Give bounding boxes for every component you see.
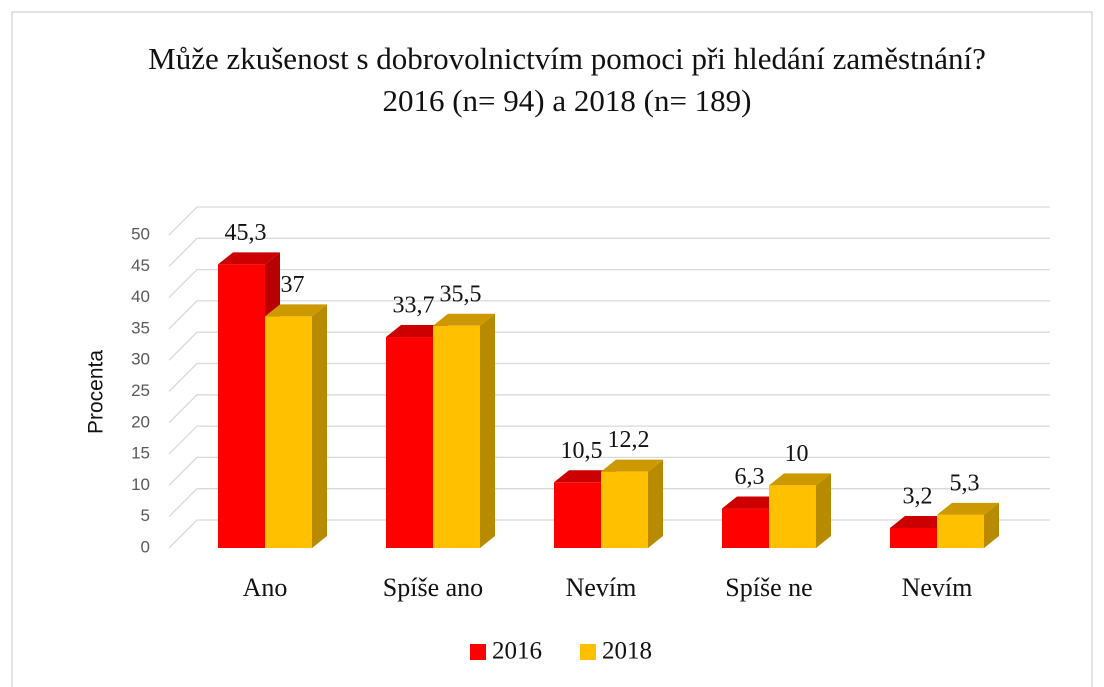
- grid-line: [168, 237, 1050, 267]
- chart-subtitle: 2016 (n= 94) a 2018 (n= 189): [382, 83, 752, 118]
- bar-top: [722, 496, 784, 509]
- y-tick-label: 5: [141, 506, 150, 525]
- y-tick-label: 45: [131, 256, 150, 275]
- bar: [722, 508, 769, 548]
- x-tick-label: Ano: [243, 573, 288, 602]
- y-tick-label: 10: [131, 475, 150, 494]
- bar-top: [386, 325, 448, 338]
- chart-title: Může zkušenost s dobrovolnictvím pomoci …: [148, 41, 986, 76]
- data-label: 35,5: [440, 281, 482, 307]
- chart-title-block: Může zkušenost s dobrovolnictvím pomoci …: [137, 38, 997, 122]
- bar-side: [312, 304, 327, 548]
- bar-side: [816, 473, 831, 548]
- grid-line: [168, 268, 1050, 299]
- frame: [11, 11, 1093, 687]
- y-tick-label: 30: [131, 350, 150, 369]
- y-tick-label: 20: [131, 412, 150, 431]
- legend-swatch: [470, 644, 486, 660]
- grid-line: [168, 331, 1050, 361]
- bar: [265, 316, 312, 548]
- x-tick-label: Spíše ne: [725, 573, 812, 602]
- data-label: 6,3: [735, 464, 765, 490]
- bar: [890, 527, 937, 548]
- bar-side: [984, 502, 999, 548]
- bar-side: [648, 459, 663, 548]
- x-tick-label: Nevím: [902, 573, 973, 602]
- data-label: 12,2: [608, 427, 650, 453]
- y-tick-label: 50: [131, 224, 150, 243]
- grid-line: [168, 300, 1050, 330]
- bar: [769, 485, 816, 548]
- data-label: 37: [281, 272, 305, 298]
- y-tick-label: 25: [131, 381, 150, 400]
- grid-line: [168, 456, 1050, 486]
- data-label: 33,7: [393, 293, 435, 319]
- bar-top: [265, 304, 327, 317]
- bar-top: [218, 252, 280, 265]
- bar-top: [433, 313, 495, 326]
- bar-top: [769, 473, 831, 486]
- bar: [386, 337, 433, 548]
- grid-line: [168, 362, 1050, 392]
- bar: [433, 325, 480, 548]
- data-label: 10,5: [561, 438, 603, 464]
- bar-top: [601, 459, 663, 472]
- bar: [937, 514, 984, 548]
- grid-line: [168, 394, 1050, 424]
- y-tick-label: 35: [131, 318, 150, 337]
- bar: [554, 482, 601, 548]
- x-tick-label: Spíše ano: [383, 573, 483, 602]
- y-axis-label: Procenta: [85, 350, 108, 434]
- data-label: 45,3: [225, 220, 267, 246]
- data-label: 5,3: [950, 470, 980, 496]
- bar: [601, 471, 648, 548]
- data-label: 10: [785, 441, 809, 467]
- legend-swatch: [580, 644, 596, 660]
- bar-top: [937, 502, 999, 515]
- bar: [218, 264, 265, 548]
- grid-line: [168, 488, 1050, 518]
- bar-top: [554, 470, 616, 483]
- data-label: 3,2: [903, 483, 933, 509]
- bar-top: [890, 515, 952, 528]
- grid-line: [168, 206, 1050, 236]
- grid-line: [168, 425, 1050, 455]
- legend-label: 2016: [492, 638, 542, 665]
- legend-label: 2018: [602, 638, 652, 665]
- bar-side: [480, 313, 495, 548]
- y-tick-label: 0: [141, 537, 150, 556]
- y-tick-label: 15: [131, 444, 150, 463]
- y-tick-label: 40: [131, 287, 150, 306]
- x-tick-label: Nevím: [566, 573, 637, 602]
